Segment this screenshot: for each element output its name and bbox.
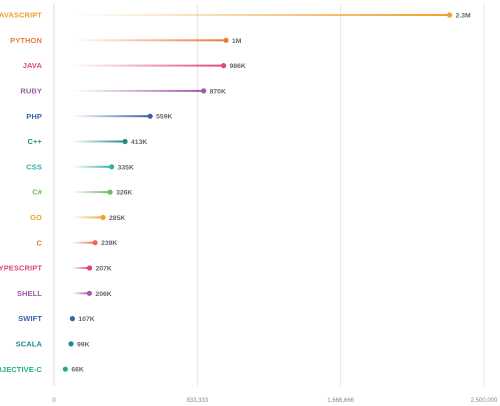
bars — [62, 12, 453, 372]
category-label-go: GO — [30, 213, 42, 222]
value-label-scala: 99K — [77, 341, 90, 348]
bar-dot-python — [223, 37, 229, 43]
value-label-cplusplus: 413K — [131, 139, 147, 146]
value-label-ruby: 870K — [210, 88, 226, 95]
category-label-csharp: C# — [32, 188, 43, 197]
bar-dot-swift — [69, 316, 76, 322]
bar-dot-objective-c — [62, 366, 68, 372]
bar-dot-javascript — [447, 12, 453, 18]
bar-dot-scala — [68, 341, 74, 347]
x-axis-ticks: 0 833,333 1,666,666 2,500,000 — [52, 398, 498, 404]
value-label-java: 986K — [230, 63, 246, 70]
gridlines — [53, 4, 485, 386]
value-label-php: 559K — [156, 114, 172, 121]
value-label-css: 335K — [118, 164, 134, 171]
bar-stem-shell — [72, 292, 90, 295]
bar-dot-shell — [86, 290, 93, 296]
category-label-objective-c: OBJECTIVE-C — [0, 365, 42, 374]
value-label-go: 285K — [109, 215, 125, 222]
category-label-c: C — [36, 238, 42, 247]
bar-stem-c — [72, 241, 96, 244]
value-label-objective-c: 66K — [71, 367, 84, 374]
value-label-javascript: 2.3M — [456, 13, 471, 20]
x-tick-label: 1,666,666 — [327, 398, 354, 404]
category-labels: JAVASCRIPT PYTHON JAVA RUBY PHP C++ CSS C# GO C TY… — [0, 11, 43, 374]
value-labels: 2.3M 1M 986K 870K 559K 413K 335K 326K 285K 239K 20… — [71, 13, 471, 374]
bar-stem-go — [72, 216, 104, 219]
bar-stem-css — [72, 165, 112, 168]
value-label-typescript: 207K — [96, 266, 112, 273]
category-label-php: PHP — [26, 112, 42, 121]
bar-stem-cplusplus — [72, 140, 126, 143]
category-label-javascript: JAVASCRIPT — [0, 11, 42, 20]
bar-dot-go — [100, 214, 106, 220]
bar-stem-ruby — [72, 89, 204, 92]
bar-stem-typescript — [72, 267, 90, 269]
bar-dot-csharp — [107, 189, 113, 195]
value-label-csharp: 326K — [116, 190, 132, 197]
category-label-ruby: RUBY — [20, 87, 42, 96]
value-label-python: 1M — [232, 38, 242, 45]
bar-dot-cplusplus — [122, 138, 128, 145]
bar-dot-php — [147, 113, 153, 119]
bar-dot-css — [109, 164, 115, 170]
category-label-cplusplus: C++ — [28, 137, 43, 146]
bar-dot-c — [92, 240, 98, 246]
bar-stem-java — [72, 64, 224, 67]
bar-stem-csharp — [72, 191, 111, 194]
x-tick-label: 833,333 — [186, 398, 208, 404]
bar-stem-python — [72, 39, 226, 42]
value-label-shell: 206K — [95, 291, 111, 298]
x-tick-label: 2,500,000 — [471, 398, 498, 404]
category-label-typescript: TYPESCRIPT — [0, 264, 42, 273]
category-label-python: PYTHON — [10, 36, 42, 45]
category-label-shell: SHELL — [17, 289, 42, 298]
category-label-css: CSS — [26, 162, 42, 171]
bar-dot-typescript — [87, 265, 93, 271]
category-label-swift: SWIFT — [18, 314, 42, 323]
bar-dot-java — [220, 63, 227, 69]
bar-stem-javascript — [72, 14, 450, 16]
category-label-java: JAVA — [23, 61, 43, 70]
value-label-c: 239K — [101, 240, 117, 247]
x-tick-label: 0 — [52, 398, 56, 404]
bar-dot-ruby — [201, 88, 207, 94]
bar-stem-php — [72, 115, 151, 118]
category-label-scala: SCALA — [16, 340, 43, 349]
value-label-swift: 107K — [78, 316, 94, 323]
